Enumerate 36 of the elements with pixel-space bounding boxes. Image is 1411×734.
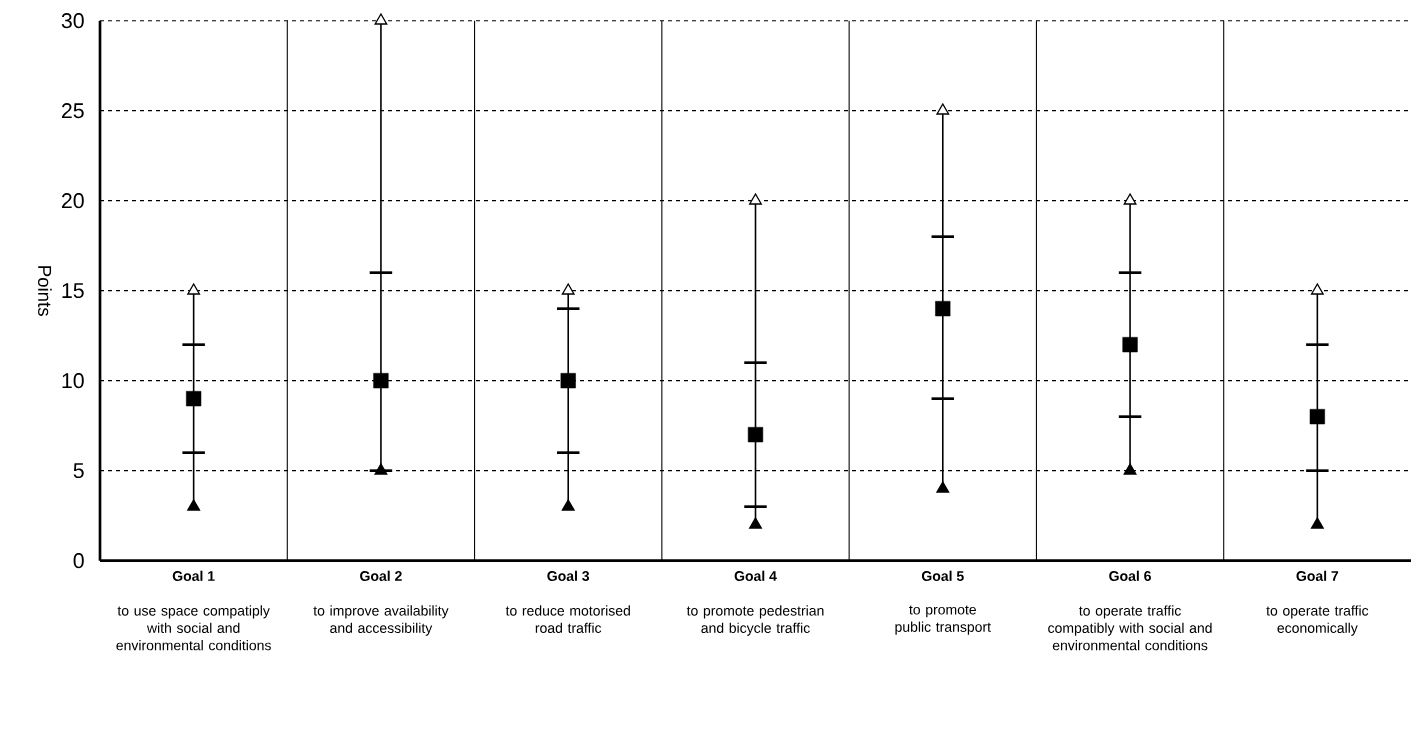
point [936,103,950,115]
text: to operate traffic economically [1266,605,1369,636]
point [187,283,201,295]
x-tick-label: Goal 4 [734,570,777,581]
y-tick-label: 30 [61,13,84,29]
y-axis-title: Points [38,266,52,316]
point [561,283,575,295]
text: to promote pedestrian and bicycle traffic [686,605,824,636]
point [374,13,388,25]
y-tick-label: 0 [73,553,84,569]
text: to promote public transport [895,605,991,635]
point [749,517,762,529]
point [1123,463,1137,475]
x-tick-label: Goal 3 [547,570,590,582]
point [936,481,950,493]
x-tick-label: Goal 5 [921,570,964,581]
point [1310,517,1324,529]
x-tick-label: Goal 1 [172,570,215,581]
y-tick-label: 10 [62,373,84,389]
text: to use space compatiply with social and environmental conditions [116,605,271,651]
point [561,499,575,511]
y-tick-label: 25 [61,103,84,119]
point [1310,283,1324,295]
text: to operate traffic compatibly with social and environmental conditions [1048,605,1212,651]
text: to improve availability and accessibility [313,605,449,636]
y-tick-label: 5 [73,463,84,479]
x-tick-label: Goal 6 [1109,570,1151,581]
point [187,499,201,511]
x-tick-label: Goal 7 [1296,570,1339,581]
point [1123,193,1137,205]
y-tick-label: 20 [61,193,84,209]
point [374,463,388,475]
point [749,193,762,205]
x-tick-label: Goal 2 [360,570,402,581]
text: to reduce motorised road traffic [505,605,630,633]
y-tick-label: 15 [62,283,84,299]
